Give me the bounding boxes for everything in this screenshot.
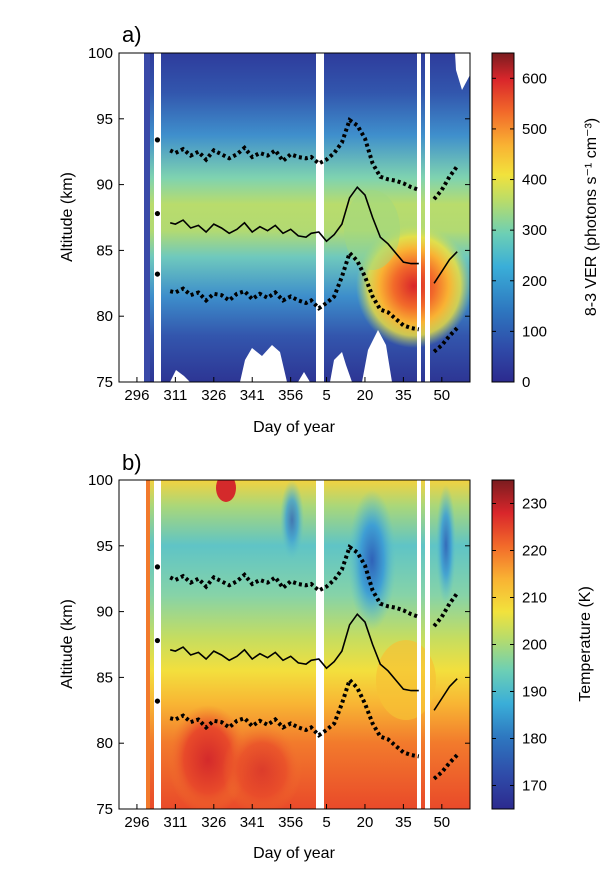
first-day-point	[154, 271, 161, 277]
colorbar-tick-label: 0	[522, 374, 530, 391]
colorbar-tick-label: 100	[522, 323, 547, 340]
y-tick-label: 85	[96, 242, 113, 259]
first-day-point	[154, 210, 161, 217]
x-tick-label: 50	[433, 387, 450, 404]
y-tick-label: 90	[96, 604, 113, 621]
panel-b-label: b)	[122, 450, 142, 475]
panel-b: 296 311 326 341 356 5 20 35 50 75 80 85 90 95 100 b) D…	[59, 450, 594, 862]
first-day-point	[154, 698, 161, 704]
panel-a-colorbar-ticks: 0 100 200 300 400 500 600	[492, 70, 547, 391]
colorbar-tick-label: 170	[522, 778, 547, 795]
colorbar-tick-label: 200	[522, 637, 547, 654]
colorbar-tick-label: 500	[522, 121, 547, 138]
x-tick-label: 50	[433, 814, 450, 831]
panel-b-ylabel: Altitude (km)	[59, 599, 76, 689]
x-tick-label: 341	[240, 387, 265, 404]
series-lower-half-width	[169, 249, 459, 354]
colorbar-tick-label: 230	[522, 496, 547, 513]
y-tick-label: 75	[96, 801, 113, 818]
x-tick-label: 326	[201, 387, 226, 404]
panel-a-series	[154, 116, 459, 354]
panel-b-xlabel: Day of year	[253, 845, 335, 862]
panel-a-label: a)	[122, 22, 142, 47]
y-tick-label: 80	[96, 308, 113, 325]
y-tick-label: 100	[88, 45, 113, 62]
x-tick-label: 35	[395, 387, 412, 404]
series-lower-half-width	[169, 676, 459, 781]
series-upper-half-width	[169, 116, 459, 201]
panel-a-colorbar	[491, 52, 515, 383]
first-day-point	[154, 137, 161, 143]
panel-a-colorbar-label: 8-3 VER (photons s⁻¹ cm⁻³)	[583, 118, 600, 316]
series-upper-half-width	[169, 543, 459, 628]
colorbar-tick-label: 600	[522, 70, 547, 87]
panel-b-colorbar-label: Temperature (K)	[577, 586, 594, 702]
x-tick-label: 20	[357, 387, 374, 404]
colorbar-tick-label: 300	[522, 222, 547, 239]
x-tick-label: 326	[201, 814, 226, 831]
y-tick-label: 95	[96, 111, 113, 128]
series-peak-altitude	[170, 185, 458, 284]
colorbar-tick-label: 180	[522, 731, 547, 748]
colorbar-tick-label: 220	[522, 543, 547, 560]
y-tick-label: 100	[88, 472, 113, 489]
colorbar-tick-label: 400	[522, 172, 547, 189]
colorbar-tick-label: 200	[522, 273, 547, 290]
panel-a-xlabel: Day of year	[253, 419, 335, 436]
y-tick-label: 85	[96, 669, 113, 686]
panel-b-colorbar-ticks: 170 180 190 200 210 220 230	[492, 496, 547, 795]
x-tick-label: 356	[278, 814, 303, 831]
panel-b-field	[119, 480, 470, 809]
colorbar-tick-label: 210	[522, 590, 547, 607]
x-tick-label: 5	[322, 814, 330, 831]
x-tick-label: 20	[357, 814, 374, 831]
y-tick-label: 95	[96, 538, 113, 555]
x-tick-label: 5	[322, 387, 330, 404]
panel-a: 296 311 326 341 356 5 20 35 50 75 80 85 90 95 100 a) D…	[59, 22, 600, 436]
colorbar-tick-label: 190	[522, 684, 547, 701]
x-tick-label: 341	[240, 814, 265, 831]
panel-b-frame	[118, 479, 471, 810]
x-tick-label: 296	[124, 387, 149, 404]
first-day-point	[154, 564, 161, 570]
panel-a-frame	[118, 52, 471, 383]
x-tick-label: 296	[124, 814, 149, 831]
x-tick-label: 35	[395, 814, 412, 831]
y-tick-label: 80	[96, 735, 113, 752]
y-tick-label: 90	[96, 177, 113, 194]
x-tick-label: 311	[163, 387, 187, 404]
panel-b-axes: 296 311 326 341 356 5 20 35 50 75 80 85 90 95 100	[88, 472, 470, 831]
panel-a-axes: 296 311 326 341 356 5 20 35 50 75 80 85 90 95 100	[88, 45, 470, 404]
panel-a-field	[119, 53, 470, 382]
panel-b-series	[154, 543, 459, 781]
y-tick-label: 75	[96, 374, 113, 391]
panel-a-ylabel: Altitude (km)	[59, 172, 76, 262]
x-tick-label: 311	[163, 814, 187, 831]
x-tick-label: 356	[278, 387, 303, 404]
first-day-point	[154, 637, 161, 644]
series-peak-altitude	[170, 612, 458, 711]
